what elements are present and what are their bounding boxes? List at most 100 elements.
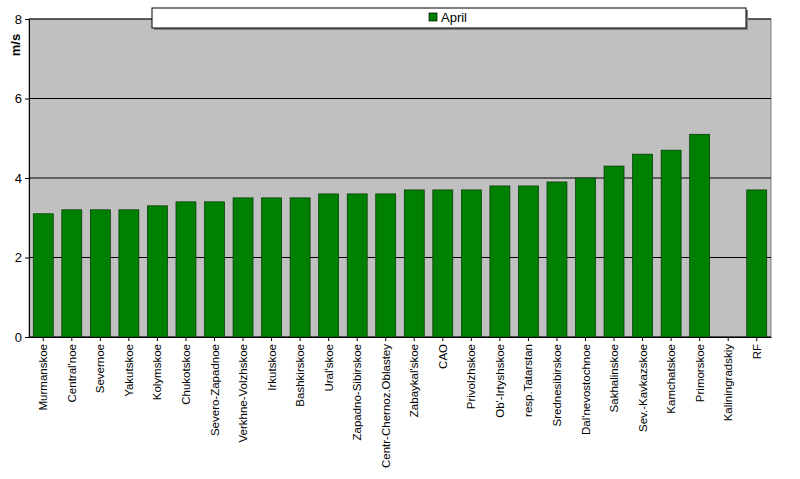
grid-line xyxy=(29,178,771,179)
tick: Srednesibirskoe xyxy=(551,337,563,426)
bar xyxy=(404,190,424,337)
bar xyxy=(461,190,481,337)
tick-label: Ural'skoe xyxy=(323,344,335,392)
grid-line xyxy=(29,337,771,338)
tick-label: Zapadno-Sibirskoe xyxy=(351,344,363,441)
bar xyxy=(604,166,624,337)
tick: 4 xyxy=(15,171,29,186)
bars xyxy=(33,134,766,337)
tick-mark xyxy=(414,337,415,341)
tick-mark xyxy=(642,337,643,341)
tick-label: CAO xyxy=(437,344,449,369)
tick-mark xyxy=(556,337,557,341)
tick: Verkhne-Volzhskoe xyxy=(237,337,249,442)
tick-mark xyxy=(271,337,272,341)
tick: Kaliningradskiy xyxy=(722,337,734,421)
tick-label: Kamchatskoe xyxy=(665,344,677,414)
tick-label: RF xyxy=(751,344,763,359)
tick-mark xyxy=(25,258,29,259)
bar xyxy=(90,210,110,337)
tick: Murmanskoe xyxy=(37,337,49,410)
tick: 2 xyxy=(15,250,29,265)
tick-mark xyxy=(699,337,700,341)
tick-label: Verkhne-Volzhskoe xyxy=(237,344,249,442)
tick-mark xyxy=(25,337,29,338)
bar xyxy=(576,178,596,337)
tick-label: Sev.-Kavkazskoe xyxy=(637,344,649,432)
tick-label: 8 xyxy=(15,12,22,27)
bar xyxy=(33,214,53,337)
bar xyxy=(547,182,567,337)
tick-mark xyxy=(499,337,500,341)
tick-label: Zabaykal'skoe xyxy=(408,344,420,417)
bar xyxy=(661,150,681,337)
tick-label: Murmanskoe xyxy=(37,344,49,410)
tick: Bashkirskoe xyxy=(294,337,306,407)
tick: Zapadno-Sibirskoe xyxy=(351,337,363,441)
plot-area xyxy=(29,19,771,337)
tick: Chukotskoe xyxy=(180,337,192,405)
x-axis: MurmanskoeCentral'noeSevernoeYakutskoeKo… xyxy=(30,337,772,468)
chart: 02468MurmanskoeCentral'noeSevernoeYakuts… xyxy=(0,0,800,479)
bar xyxy=(690,134,710,337)
tick: Dal'nevostochnoe xyxy=(580,337,592,435)
tick-mark xyxy=(214,337,215,341)
tick: Ural'skoe xyxy=(323,337,335,392)
axis-line xyxy=(30,337,772,338)
tick-mark xyxy=(71,337,72,341)
tick-label: Kolymskoe xyxy=(151,344,163,400)
tick: 6 xyxy=(15,91,29,106)
tick-label: Severo-Zapadnoe xyxy=(209,344,221,436)
tick-label: 2 xyxy=(15,250,22,265)
tick: Sakhalinskoe xyxy=(608,337,620,412)
tick: Primorskoe xyxy=(694,337,706,402)
y-axis: 0 2 4 6 8 xyxy=(15,12,30,345)
legend-label: April xyxy=(441,10,467,25)
tick-mark xyxy=(385,337,386,341)
tick-label: Centr-Chernoz.Oblastey xyxy=(380,344,392,468)
bar xyxy=(319,194,339,337)
tick-mark xyxy=(300,337,301,341)
axis-line xyxy=(29,20,30,338)
tick: Ob'-Irtyshskoe xyxy=(494,337,506,418)
tick: Severo-Zapadnoe xyxy=(209,337,221,436)
grid-line xyxy=(29,257,771,258)
tick-label: 4 xyxy=(15,171,22,186)
tick: Severnoe xyxy=(94,337,106,393)
tick: RF xyxy=(751,337,763,359)
bar xyxy=(119,210,139,337)
tick-label: 0 xyxy=(15,330,22,345)
tick: Central'noe xyxy=(66,337,78,402)
tick-mark xyxy=(471,337,472,341)
tick-label: Ob'-Irtyshskoe xyxy=(494,344,506,418)
axis-title: m/s xyxy=(8,34,23,56)
bar xyxy=(376,194,396,337)
bar xyxy=(176,202,196,337)
tick-label: Dal'nevostochnoe xyxy=(580,344,592,435)
grid-line xyxy=(29,98,771,99)
tick-mark xyxy=(614,337,615,341)
tick: Zabaykal'skoe xyxy=(408,337,420,417)
tick-label: Kaliningradskiy xyxy=(722,344,734,422)
tick-mark xyxy=(728,337,729,341)
bar xyxy=(62,210,82,337)
tick: 0 xyxy=(15,330,29,345)
tick-mark xyxy=(671,337,672,341)
tick: Irkutskoe xyxy=(266,337,278,391)
tick-mark xyxy=(185,337,186,341)
tick-mark xyxy=(442,337,443,341)
tick: CAO xyxy=(437,337,449,369)
tick-label: 6 xyxy=(15,91,22,106)
tick-mark xyxy=(25,178,29,179)
tick: Privolzhskoe xyxy=(465,337,477,409)
tick-label: Privolzhskoe xyxy=(465,344,477,409)
tick: resp.Tatarstan xyxy=(522,337,534,417)
tick-label: Chukotskoe xyxy=(180,344,192,405)
tick-label: Irkutskoe xyxy=(266,344,278,391)
tick-mark xyxy=(357,337,358,341)
tick-label: Bashkirskoe xyxy=(294,344,306,407)
tick-mark xyxy=(328,337,329,341)
bar xyxy=(433,190,453,337)
tick-label: Central'noe xyxy=(66,344,78,402)
legend-swatch xyxy=(429,13,437,21)
